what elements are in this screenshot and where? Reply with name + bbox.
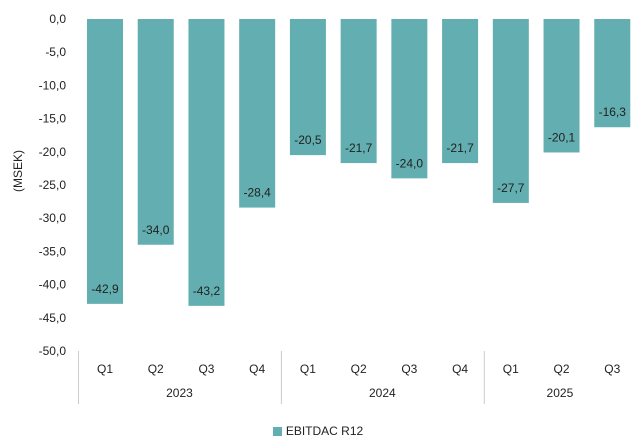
legend-swatch	[272, 427, 282, 436]
data-label: -21,7	[446, 141, 474, 155]
bar	[391, 19, 428, 179]
x-tick-label: Q3	[401, 362, 417, 376]
x-tick-label: Q4	[249, 362, 265, 376]
data-label: -24,0	[396, 156, 424, 170]
y-tick-label: -10,0	[39, 78, 67, 92]
bar	[289, 19, 326, 156]
y-tick-label: -35,0	[39, 244, 67, 258]
data-label: -21,7	[345, 141, 373, 155]
y-tick-label: -50,0	[39, 344, 67, 358]
x-group-label: 2023	[166, 386, 193, 400]
y-tick-label: -40,0	[39, 278, 67, 292]
bar	[87, 19, 123, 304]
data-label: -34,0	[142, 223, 170, 237]
x-tick-label: Q3	[604, 362, 620, 376]
y-axis: 0,0 -5,0 -10,0 -15,0 -20,0 -25,0 -30,0 -35,0 -40…	[39, 12, 67, 358]
bar	[340, 19, 377, 164]
data-label: -16,3	[599, 105, 627, 119]
y-tick-label: -25,0	[39, 178, 67, 192]
bar	[188, 19, 225, 306]
x-axis: Q1 Q2 Q3 Q4 Q1 Q2 Q3 Q4 Q1 Q2 Q3 2023 2024 2025	[78, 351, 621, 404]
legend-label: EBITDAC R12	[285, 424, 364, 438]
bar	[492, 19, 529, 203]
bars: -42,9 -34,0 -43,2 -28,4 -20,5 -21,7 -24,0 -21,7…	[87, 19, 631, 306]
y-tick-label: -5,0	[45, 45, 66, 59]
x-tick-label: Q3	[198, 362, 214, 376]
x-tick-label: Q2	[148, 362, 164, 376]
legend: EBITDAC R12	[0, 424, 636, 438]
y-tick-label: 0,0	[49, 12, 66, 26]
y-tick-label: -45,0	[39, 311, 67, 325]
bar	[239, 19, 276, 208]
x-group-label: 2025	[547, 386, 574, 400]
bar-chart: 0,0 -5,0 -10,0 -15,0 -20,0 -25,0 -30,0 -35,0 -40…	[11, 12, 631, 404]
data-label: -20,1	[548, 130, 576, 144]
x-tick-label: Q1	[97, 362, 113, 376]
x-group-label: 2024	[369, 386, 396, 400]
y-axis-label: (MSEK)	[11, 150, 25, 192]
y-tick-label: -30,0	[39, 211, 67, 225]
bar	[137, 19, 174, 245]
data-label: -42,9	[91, 282, 119, 296]
y-tick-label: -20,0	[39, 145, 67, 159]
data-label: -43,2	[193, 284, 221, 298]
x-tick-label: Q4	[452, 362, 468, 376]
y-tick-label: -15,0	[39, 112, 67, 126]
x-tick-label: Q2	[351, 362, 367, 376]
bar	[543, 19, 580, 153]
x-tick-label: Q2	[554, 362, 570, 376]
bar	[594, 19, 631, 128]
data-label: -27,7	[497, 181, 525, 195]
x-tick-label: Q1	[300, 362, 316, 376]
data-label: -28,4	[244, 186, 272, 200]
x-tick-label: Q1	[503, 362, 519, 376]
data-label: -20,5	[294, 133, 322, 147]
bar	[442, 19, 479, 164]
